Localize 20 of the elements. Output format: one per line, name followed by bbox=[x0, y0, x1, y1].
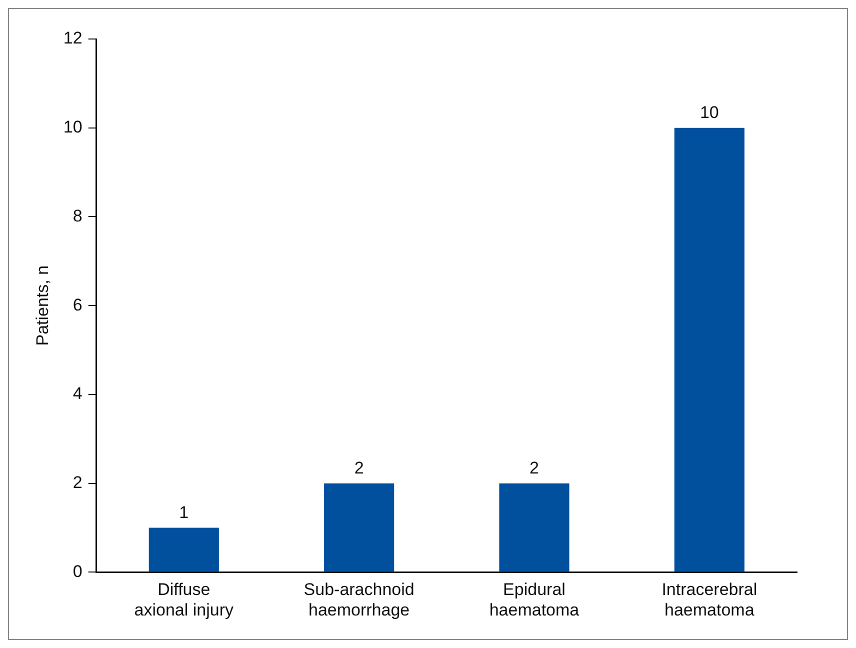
data-label: 2 bbox=[354, 458, 364, 478]
y-tick-label: 12 bbox=[63, 28, 82, 48]
y-tick-label: 2 bbox=[72, 473, 82, 492]
bar bbox=[674, 128, 744, 572]
bar bbox=[324, 483, 394, 572]
y-axis-title: Patients, n bbox=[32, 265, 52, 346]
data-label: 10 bbox=[700, 103, 719, 122]
y-tick-label: 4 bbox=[72, 384, 82, 404]
bar bbox=[499, 483, 570, 572]
bar bbox=[148, 528, 219, 572]
x-tick-label: Diffuse axional injury bbox=[134, 580, 234, 620]
x-tick-label: Epidural haematoma bbox=[489, 580, 580, 620]
data-label: 1 bbox=[179, 502, 189, 522]
x-tick-label: Intracerebral haematoma bbox=[662, 580, 758, 620]
data-label: 2 bbox=[530, 458, 539, 478]
y-tick-label: 0 bbox=[72, 562, 82, 581]
y-tick-label: 10 bbox=[63, 118, 82, 137]
x-tick-label: Sub-arachnoid haemorrhage bbox=[304, 580, 414, 620]
y-tick-label: 6 bbox=[72, 295, 82, 314]
y-tick-label: 8 bbox=[72, 206, 82, 226]
